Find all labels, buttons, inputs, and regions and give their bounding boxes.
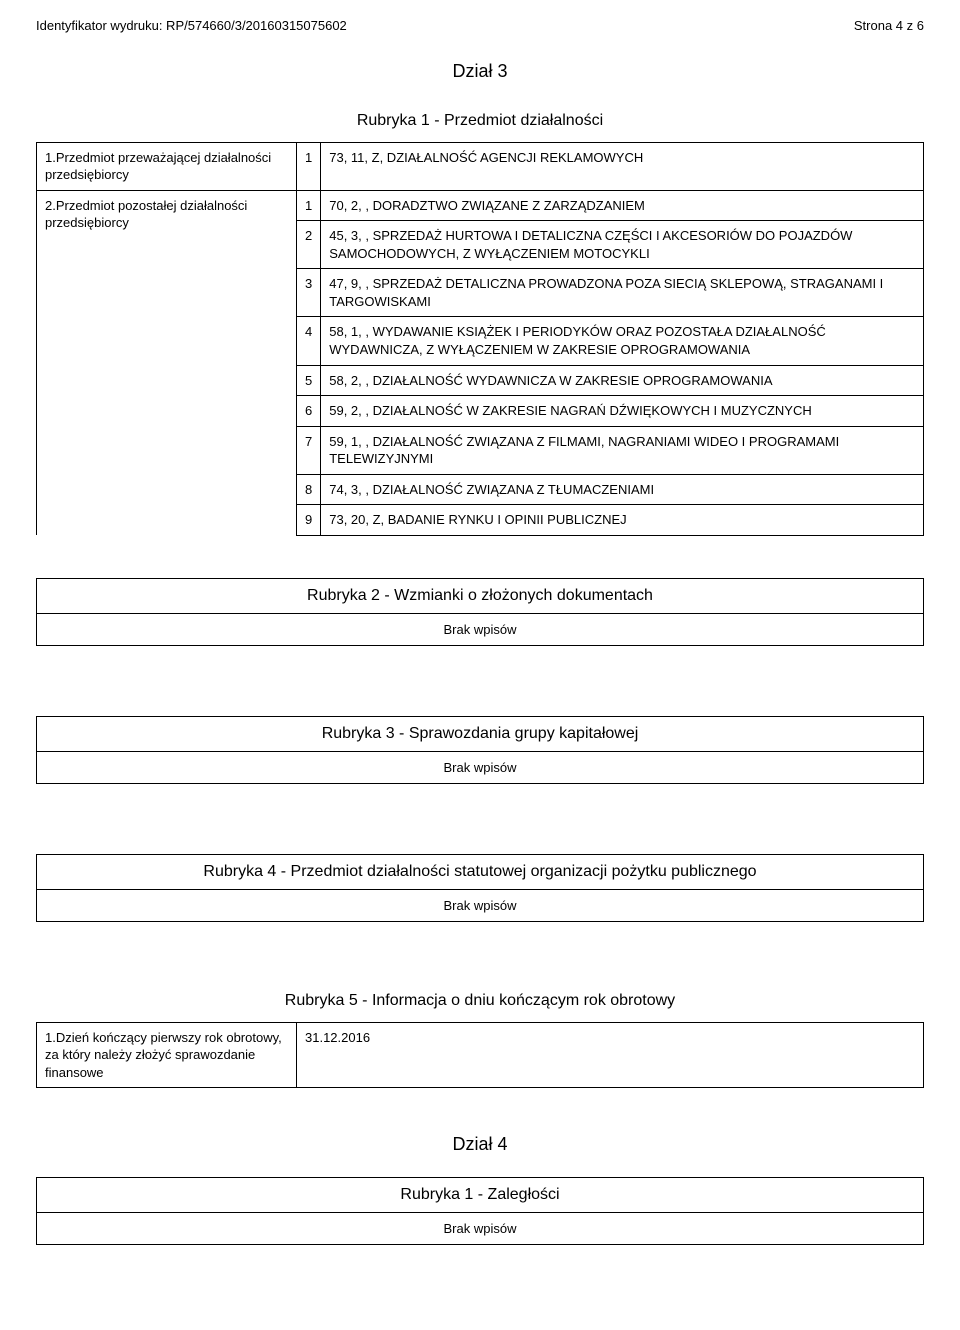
page-header: Identyfikator wydruku: RP/574660/3/20160… <box>36 18 924 33</box>
rubryka1-title: Rubryka 1 - Przedmiot działalności <box>37 104 924 142</box>
rubryka2-title: Rubryka 2 - Wzmianki o złożonych dokumen… <box>37 578 924 613</box>
dzial3-title: Dział 3 <box>36 61 924 82</box>
rubryka4-empty: Brak wpisów <box>37 889 924 921</box>
dzial4-title: Dział 4 <box>36 1134 924 1155</box>
rubryka1-row1-item1-num: 1 <box>297 142 321 190</box>
rubryka3-title: Rubryka 3 - Sprawozdania grupy kapitałow… <box>37 716 924 751</box>
rubryka2-table: Rubryka 2 - Wzmianki o złożonych dokumen… <box>36 578 924 646</box>
rubryka5-row-label: 1.Dzień kończący pierwszy rok obrotowy, … <box>37 1022 297 1088</box>
rubryka1-row2-item8-num: 8 <box>297 474 321 505</box>
page: Identyfikator wydruku: RP/574660/3/20160… <box>0 0 960 1330</box>
rubryka5-table: 1.Dzień kończący pierwszy rok obrotowy, … <box>36 1022 924 1089</box>
rubryka1-row2-item1-text: 70, 2, , DORADZTWO ZWIĄZANE Z ZARZĄDZANI… <box>321 190 924 221</box>
rubryka1-row2-item5-text: 58, 2, , DZIAŁALNOŚĆ WYDAWNICZA W ZAKRES… <box>321 365 924 396</box>
rubryka1-row2-item2-num: 2 <box>297 221 321 269</box>
rubryka1-row2-item1-num: 1 <box>297 190 321 221</box>
rubryka1-row1-label: 1.Przedmiot przeważającej działalności p… <box>37 142 297 190</box>
rubryka1-row2-item4-text: 58, 1, , WYDAWANIE KSIĄŻEK I PERIODYKÓW … <box>321 317 924 365</box>
rubryka1-row2-item6-text: 59, 2, , DZIAŁALNOŚĆ W ZAKRESIE NAGRAŃ D… <box>321 396 924 427</box>
rubryka1-row2-label: 2.Przedmiot pozostałej działalności prze… <box>37 190 297 535</box>
rubryka1-row1-item1-text: 73, 11, Z, DZIAŁALNOŚĆ AGENCJI REKLAMOWY… <box>321 142 924 190</box>
rubryka1-table: Rubryka 1 - Przedmiot działalności 1.Prz… <box>36 104 924 536</box>
rubryka4-title: Rubryka 4 - Przedmiot działalności statu… <box>37 854 924 889</box>
dzial4-rubryka1-title: Rubryka 1 - Zaległości <box>37 1178 924 1213</box>
rubryka1-row2-item9-num: 9 <box>297 505 321 536</box>
rubryka1-row2-item3-num: 3 <box>297 269 321 317</box>
rubryka3-table: Rubryka 3 - Sprawozdania grupy kapitałow… <box>36 716 924 784</box>
rubryka4-table: Rubryka 4 - Przedmiot działalności statu… <box>36 854 924 922</box>
rubryka1-row2-item4-num: 4 <box>297 317 321 365</box>
rubryka2-empty: Brak wpisów <box>37 613 924 645</box>
rubryka1-row2-item7-text: 59, 1, , DZIAŁALNOŚĆ ZWIĄZANA Z FILMAMI,… <box>321 426 924 474</box>
rubryka1-row2-item6-num: 6 <box>297 396 321 427</box>
dzial4-rubryka1-empty: Brak wpisów <box>37 1213 924 1245</box>
rubryka1-row2-item8-text: 74, 3, , DZIAŁALNOŚĆ ZWIĄZANA Z TŁUMACZE… <box>321 474 924 505</box>
rubryka1-row2-item2-text: 45, 3, , SPRZEDAŻ HURTOWA I DETALICZNA C… <box>321 221 924 269</box>
dzial4-rubryka1-table: Rubryka 1 - Zaległości Brak wpisów <box>36 1177 924 1245</box>
rubryka5-row-value: 31.12.2016 <box>297 1022 924 1088</box>
rubryka1-row2-item5-num: 5 <box>297 365 321 396</box>
rubryka1-row2-item3-text: 47, 9, , SPRZEDAŻ DETALICZNA PROWADZONA … <box>321 269 924 317</box>
rubryka5-title: Rubryka 5 - Informacja o dniu kończącym … <box>36 992 924 1010</box>
print-identifier: Identyfikator wydruku: RP/574660/3/20160… <box>36 18 347 33</box>
rubryka1-row2-item7-num: 7 <box>297 426 321 474</box>
page-number: Strona 4 z 6 <box>854 18 924 33</box>
rubryka1-row2-item9-text: 73, 20, Z, BADANIE RYNKU I OPINII PUBLIC… <box>321 505 924 536</box>
rubryka3-empty: Brak wpisów <box>37 751 924 783</box>
